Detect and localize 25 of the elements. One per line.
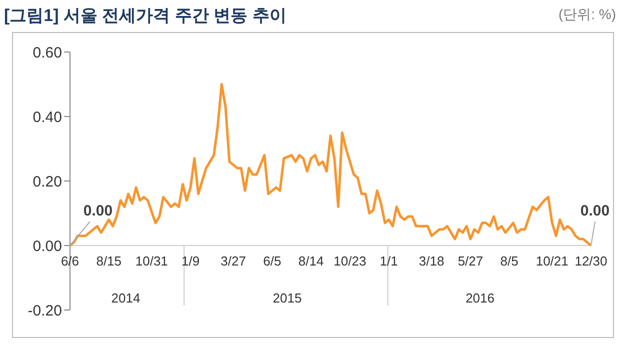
y-tick-label: 0.00 (32, 238, 62, 255)
x-tick-label: 10/31 (135, 254, 168, 268)
x-tick-label: 6/5 (263, 254, 282, 268)
y-tick-label: 0.40 (32, 108, 62, 126)
x-tick-label: 8/5 (500, 254, 518, 268)
data-label: 0.00 (83, 202, 113, 220)
x-tick-label: 3/18 (418, 254, 444, 268)
x-tick-label: 12/30 (574, 254, 608, 268)
x-tick-label: 5/27 (458, 254, 484, 268)
data-label: 0.00 (580, 202, 610, 220)
y-tick-label: 0.20 (32, 173, 62, 190)
annotation: 2015 (272, 290, 302, 306)
x-tick-label: 8/14 (298, 254, 324, 268)
y-tick-label: 0.60 (32, 44, 62, 62)
x-tick-label: 10/21 (536, 254, 568, 268)
chart-title: [그림1] 서울 전세가격 주간 변동 추이 (4, 5, 286, 27)
y-tick-label: -0.20 (28, 302, 62, 320)
chart-subtitle: (단위: %) (558, 6, 616, 24)
x-tick-label: 10/23 (334, 254, 366, 268)
annotation: 2014 (111, 290, 140, 306)
x-tick-label: 1/9 (181, 254, 200, 268)
x-tick-label: 3/27 (220, 254, 246, 268)
x-tick-label: 1/1 (380, 254, 398, 268)
annotation: 2016 (466, 290, 494, 306)
x-tick-label: 8/15 (96, 254, 122, 268)
